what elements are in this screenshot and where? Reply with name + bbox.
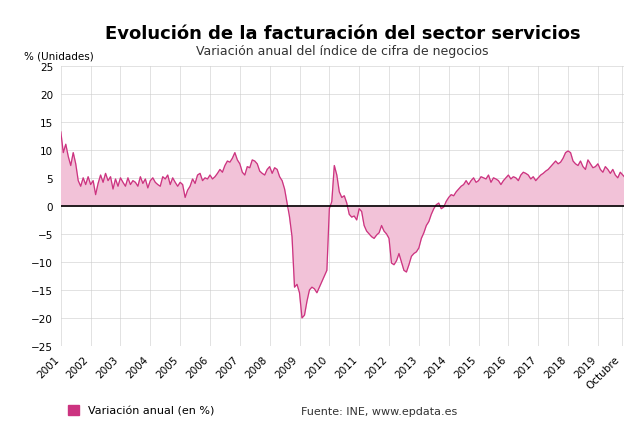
- Text: % (Unidades): % (Unidades): [24, 51, 94, 61]
- Title: Evolución de la facturación del sector servicios: Evolución de la facturación del sector s…: [104, 25, 580, 43]
- Legend: Variación anual (en %): Variación anual (en %): [63, 400, 218, 420]
- Text: Fuente: INE, www.epdata.es: Fuente: INE, www.epdata.es: [301, 405, 457, 416]
- Text: Variación anual del índice de cifra de negocios: Variación anual del índice de cifra de n…: [196, 45, 489, 58]
